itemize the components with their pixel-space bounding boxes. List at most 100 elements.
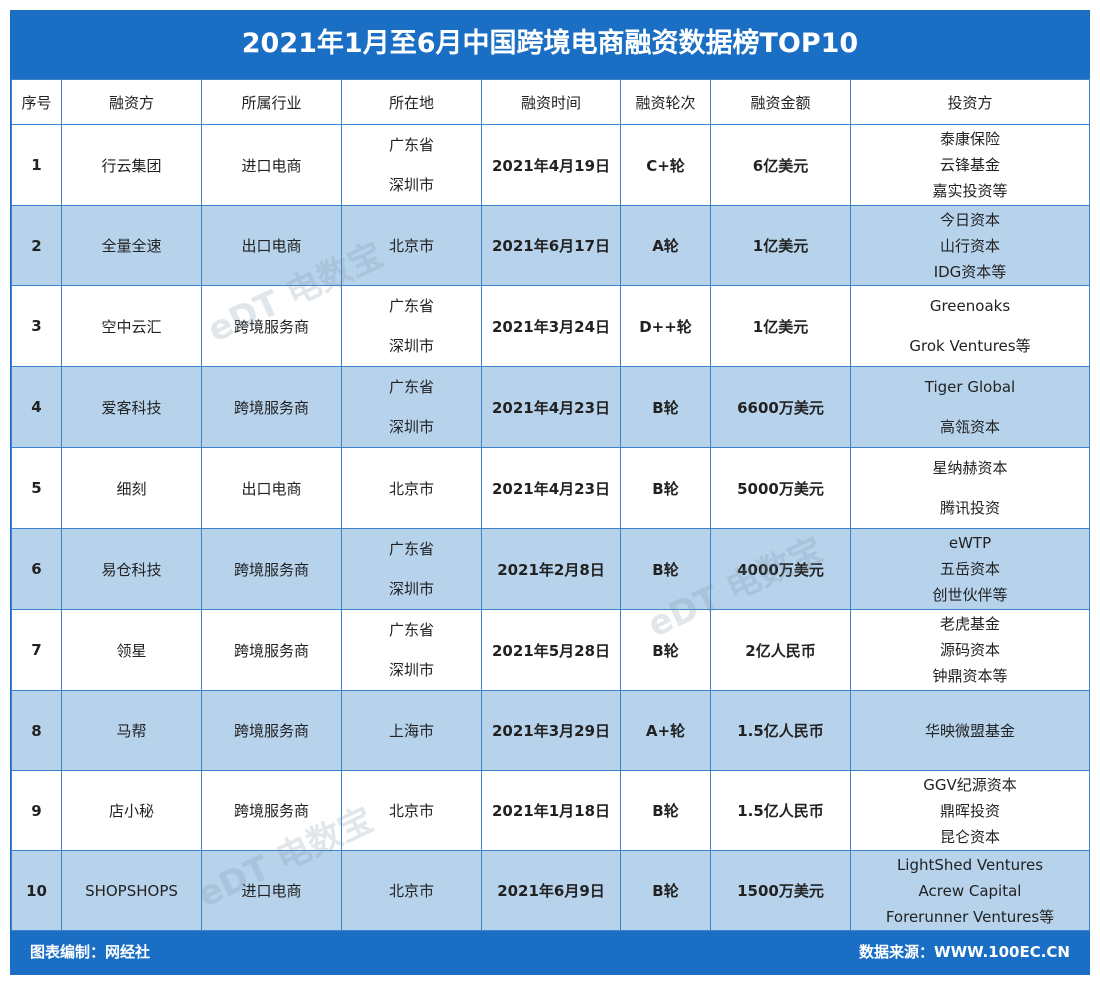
header-amount: 融资金额 — [710, 79, 851, 125]
cell-round: A轮 — [620, 205, 711, 286]
cell-industry: 跨境服务商 — [201, 366, 342, 448]
header-location: 所在地 — [341, 79, 482, 125]
location-line: 北京市 — [388, 882, 434, 900]
cell-company: 店小秘 — [61, 770, 202, 851]
header-investors: 投资方 — [850, 79, 1090, 125]
cell-index: 5 — [11, 447, 62, 529]
ranking-table: 序号 融资方 所属行业 所在地 融资时间 融资轮次 融资金额 投资方 1 行云集团… — [11, 79, 1090, 931]
cell-amount: 1.5亿人民币 — [710, 690, 851, 771]
cell-amount: 6亿美元 — [710, 124, 851, 206]
cell-index: 10 — [11, 850, 62, 931]
location-line: 深圳市 — [388, 418, 434, 436]
cell-location: 广东省 深圳市 — [341, 366, 482, 448]
header-company: 融资方 — [61, 79, 202, 125]
cell-round: B轮 — [620, 609, 711, 691]
cell-location: 广东省 深圳市 — [341, 124, 482, 206]
investor-line: Tiger Global — [924, 378, 1016, 396]
table-row: 10 SHOPSHOPS 进口电商 北京市 2021年6月9日 B轮 1500万美元 Ligh… — [11, 850, 1090, 931]
investor-line: 泰康保险 — [939, 130, 1000, 148]
cell-round: B轮 — [620, 447, 711, 529]
cell-company: SHOPSHOPS — [61, 850, 202, 931]
investor-line: Forerunner Ventures等 — [885, 907, 1055, 926]
cell-location: 广东省 深圳市 — [341, 609, 482, 691]
location-line: 深圳市 — [388, 661, 434, 679]
cell-date: 2021年5月28日 — [481, 609, 621, 691]
cell-amount: 6600万美元 — [710, 366, 851, 448]
location-line: 上海市 — [388, 722, 434, 740]
cell-industry: 跨境服务商 — [201, 528, 342, 610]
cell-investors: LightShed Ventures Acrew Capital Forerunne… — [850, 850, 1090, 931]
location-line: 深圳市 — [388, 337, 434, 355]
cell-date: 2021年6月17日 — [481, 205, 621, 286]
cell-amount: 1500万美元 — [710, 850, 851, 931]
cell-amount: 1亿美元 — [710, 205, 851, 286]
location-line: 深圳市 — [388, 176, 434, 194]
cell-location: 北京市 — [341, 205, 482, 286]
cell-investors: eWTP 五岳资本 创世伙伴等 — [850, 528, 1090, 610]
cell-round: B轮 — [620, 366, 711, 448]
cell-location: 北京市 — [341, 850, 482, 931]
investor-line: 今日资本 — [939, 210, 1000, 229]
cell-index: 1 — [11, 124, 62, 206]
cell-amount: 1.5亿人民币 — [710, 770, 851, 851]
footer: 图表编制：网经社 数据来源：WWW.100EC.CN — [10, 925, 1090, 975]
location-line: 广东省 — [388, 540, 434, 558]
cell-industry: 出口电商 — [201, 447, 342, 529]
cell-company: 马帮 — [61, 690, 202, 771]
investor-line: Greenoaks — [929, 297, 1011, 315]
location-line: 北京市 — [388, 802, 434, 820]
cell-company: 细刻 — [61, 447, 202, 529]
cell-round: B轮 — [620, 528, 711, 610]
cell-date: 2021年2月8日 — [481, 528, 621, 610]
investor-line: Acrew Capital — [918, 881, 1022, 900]
investor-line: 高瓴资本 — [939, 418, 1000, 436]
table-row: 2 全量全速 出口电商 北京市 2021年6月17日 A轮 1亿美元 今日资本 山行资本 IDG资… — [11, 205, 1090, 286]
cell-round: D++轮 — [620, 285, 711, 367]
investor-line: 老虎基金 — [939, 615, 1000, 633]
cell-date: 2021年4月23日 — [481, 366, 621, 448]
cell-company: 空中云汇 — [61, 285, 202, 367]
location-line: 广东省 — [388, 297, 434, 315]
cell-date: 2021年3月29日 — [481, 690, 621, 771]
chart-frame: 2021年1月至6月中国跨境电商融资数据榜TOP10 序号 融资方 所属行业 所… — [10, 10, 1090, 975]
cell-investors: GGV纪源资本 鼎晖投资 昆仑资本 — [850, 770, 1090, 851]
cell-location: 北京市 — [341, 770, 482, 851]
header-index: 序号 — [11, 79, 62, 125]
table-row: 9 店小秘 跨境服务商 北京市 2021年1月18日 B轮 1.5亿人民币 GGV纪源资本 鼎晖… — [11, 770, 1090, 851]
investor-line: 嘉实投资等 — [932, 182, 1008, 200]
cell-amount: 4000万美元 — [710, 528, 851, 610]
investor-line: 山行资本 — [939, 236, 1000, 255]
investor-line: 昆仑资本 — [939, 827, 1000, 846]
cell-round: A+轮 — [620, 690, 711, 771]
page-title: 2021年1月至6月中国跨境电商融资数据榜TOP10 — [241, 28, 859, 59]
table-row: 3 空中云汇 跨境服务商 广东省 深圳市 2021年3月24日 D++轮 1亿美元 Greeno… — [11, 285, 1090, 367]
cell-investors: 老虎基金 源码资本 钟鼎资本等 — [850, 609, 1090, 691]
table-row: 4 爱客科技 跨境服务商 广东省 深圳市 2021年4月23日 B轮 6600万美元 Tiger… — [11, 366, 1090, 448]
cell-amount: 1亿美元 — [710, 285, 851, 367]
cell-location: 北京市 — [341, 447, 482, 529]
investor-line: 源码资本 — [939, 641, 1000, 659]
cell-index: 2 — [11, 205, 62, 286]
location-line: 广东省 — [388, 136, 434, 154]
cell-index: 3 — [11, 285, 62, 367]
cell-industry: 跨境服务商 — [201, 770, 342, 851]
cell-industry: 跨境服务商 — [201, 609, 342, 691]
investor-line: Grok Ventures等 — [909, 337, 1031, 355]
investor-line: 华映微盟基金 — [924, 721, 1015, 740]
cell-index: 6 — [11, 528, 62, 610]
location-line: 北京市 — [388, 237, 434, 255]
cell-company: 易仓科技 — [61, 528, 202, 610]
investor-line: 五岳资本 — [939, 560, 1000, 578]
cell-investors: 今日资本 山行资本 IDG资本等 — [850, 205, 1090, 286]
table-row: 5 细刻 出口电商 北京市 2021年4月23日 B轮 5000万美元 星纳赫资本 腾讯投资 — [11, 447, 1090, 529]
footer-credit: 图表编制：网经社 — [30, 943, 151, 961]
cell-amount: 2亿人民币 — [710, 609, 851, 691]
header-industry: 所属行业 — [201, 79, 342, 125]
cell-round: B轮 — [620, 850, 711, 931]
investor-line: LightShed Ventures — [896, 855, 1044, 874]
cell-investors: 泰康保险云锋基金嘉实投资等 — [850, 124, 1090, 206]
location-line: 广东省 — [388, 378, 434, 396]
investor-line: 云锋基金 — [939, 156, 1000, 174]
cell-investors: 星纳赫资本 腾讯投资 — [850, 447, 1090, 529]
cell-date: 2021年4月19日 — [481, 124, 621, 206]
